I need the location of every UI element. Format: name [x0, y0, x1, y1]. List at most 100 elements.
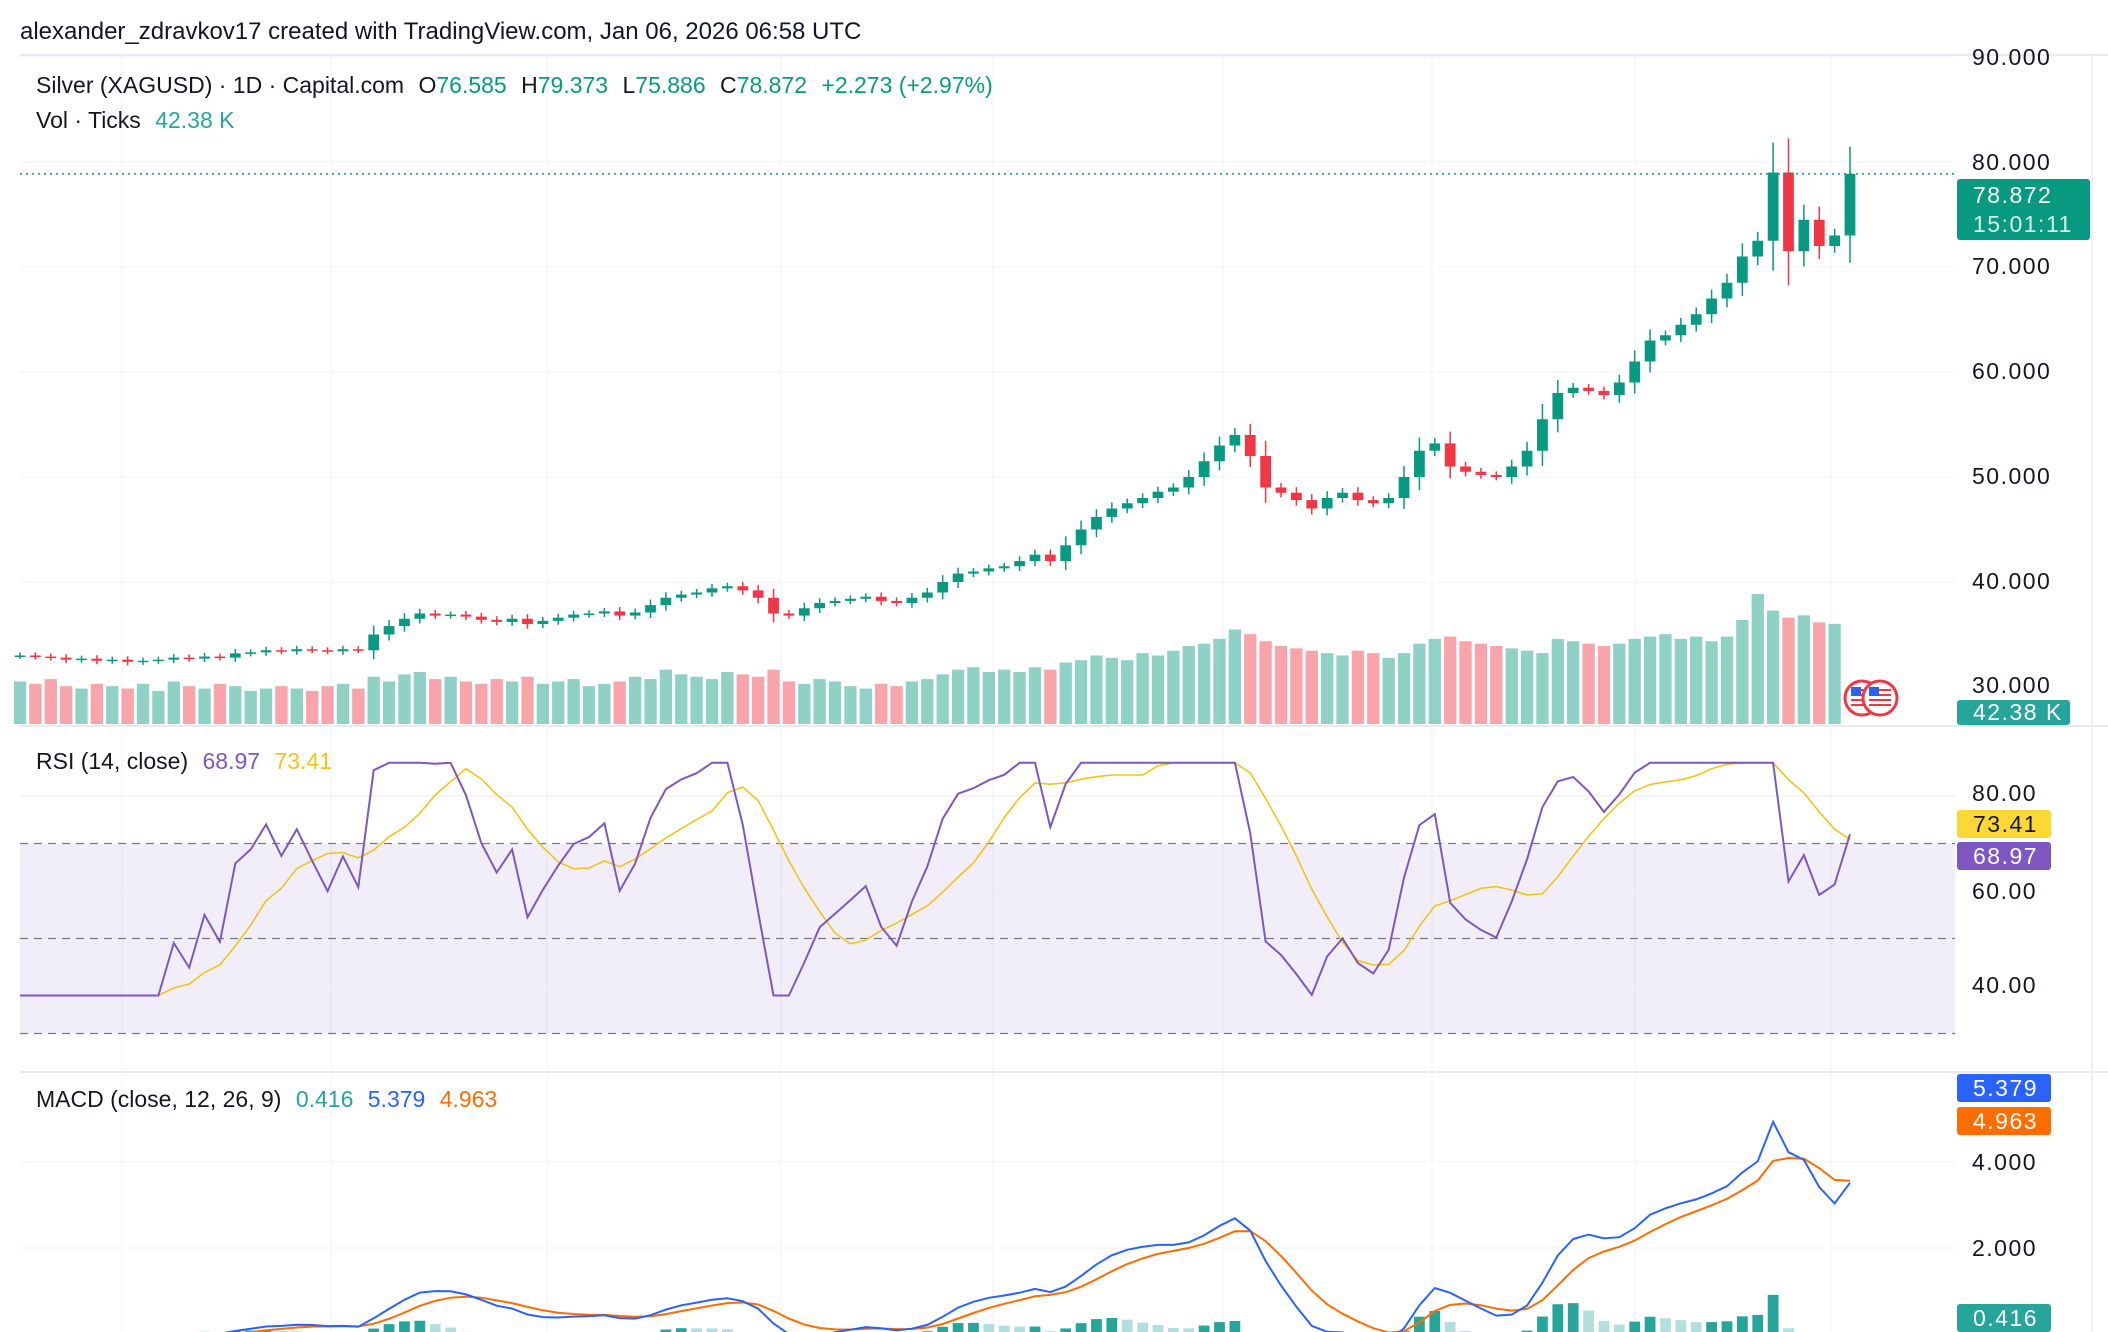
candle-body — [322, 650, 333, 652]
candle-body — [983, 568, 995, 572]
volume-bar — [1459, 641, 1472, 724]
volume-bar — [613, 681, 626, 724]
volume-bar — [1613, 643, 1626, 724]
candle-body — [583, 613, 595, 615]
macd-value: 5.379 — [367, 1086, 426, 1112]
macd-histogram-bar — [1075, 1323, 1087, 1332]
volume-bar — [1582, 643, 1595, 724]
candle-body — [1567, 387, 1579, 393]
candle-body — [937, 582, 949, 593]
volume-bar — [1766, 610, 1780, 724]
candle-body — [1583, 387, 1594, 391]
macd-histogram-bar — [983, 1323, 995, 1332]
candle-body — [1644, 340, 1656, 362]
candle-body — [968, 571, 979, 574]
volume-bar — [536, 683, 550, 724]
volume-bar — [782, 681, 796, 724]
volume-bar — [1720, 636, 1734, 724]
volume-title[interactable]: Vol · Ticks — [36, 107, 141, 133]
volume-bar — [859, 688, 872, 724]
volume-bar — [275, 686, 288, 724]
volume-bar — [352, 688, 365, 724]
candle-body — [891, 600, 902, 603]
signal-value: 4.963 — [439, 1086, 498, 1112]
candle-body — [214, 656, 226, 659]
volume-bar — [1320, 653, 1334, 724]
macd-line — [223, 1119, 1851, 1332]
volume-bar — [752, 676, 765, 724]
candle-body — [29, 655, 41, 657]
candle-body — [137, 660, 149, 663]
macd-histogram-bar — [1721, 1321, 1733, 1332]
volume-bar — [951, 669, 965, 724]
candle-body — [14, 655, 26, 657]
macd-histogram-bar — [1752, 1314, 1764, 1332]
macd-hist-tag: 0.416 — [1957, 1304, 2051, 1332]
rsi-legend: RSI (14, close) 68.97 73.41 — [36, 748, 340, 775]
volume-bar — [44, 679, 57, 724]
volume-bar — [1551, 638, 1564, 724]
volume-bar — [90, 683, 104, 724]
macd-histogram-bar — [706, 1328, 718, 1332]
rsi-value: 68.97 — [202, 748, 261, 774]
macd-histogram-bar — [1198, 1325, 1210, 1332]
candle-body — [537, 620, 549, 624]
volume-bar — [152, 690, 165, 724]
price-axis-label: 50.000 — [1972, 463, 2052, 489]
volume-bar — [183, 686, 196, 724]
macd-histogram-bar — [1706, 1322, 1717, 1332]
symbol-title[interactable]: Silver (XAGUSD) · 1D · Capital.com — [36, 72, 405, 98]
low-value: 75.886 — [635, 72, 706, 98]
macd-title[interactable]: MACD (close, 12, 26, 9) — [36, 1086, 282, 1112]
volume-bar — [598, 683, 611, 724]
candle-body — [1798, 219, 1810, 252]
macd-axis-label: 4.000 — [1972, 1149, 2038, 1175]
macd-histogram-bar — [1183, 1328, 1195, 1332]
symbol-legend: Silver (XAGUSD) · 1D · Capital.com O76.5… — [36, 72, 1001, 99]
macd-histogram-bar — [1644, 1316, 1656, 1332]
macd-histogram-bar — [1167, 1328, 1179, 1332]
candle-body — [1014, 561, 1025, 567]
volume-bar — [967, 667, 980, 724]
candle-body — [291, 649, 303, 652]
volume-bar — [1828, 623, 1841, 724]
candle-body — [952, 573, 964, 582]
macd-histogram-bar — [1537, 1316, 1548, 1332]
volume-bar — [1197, 643, 1211, 724]
rsi-title[interactable]: RSI (14, close) — [36, 748, 189, 774]
volume-bar — [659, 669, 673, 724]
candle-body — [722, 586, 733, 589]
volume-bar — [936, 674, 949, 724]
macd-histogram-bar — [1598, 1320, 1610, 1332]
volume-bar — [1597, 646, 1611, 724]
volume-bar — [136, 683, 150, 724]
candle-body — [153, 659, 164, 662]
candle-body — [1552, 393, 1564, 420]
macd-histogram-bar — [1567, 1303, 1579, 1332]
volume-bar — [106, 686, 119, 724]
macd-histogram-bar — [660, 1329, 672, 1332]
volume-bar — [705, 679, 719, 724]
macd-histogram-bar — [691, 1328, 703, 1332]
macd-histogram-bar — [1429, 1311, 1441, 1332]
signal-tag: 4.963 — [1957, 1107, 2051, 1135]
volume-bar — [552, 681, 565, 724]
macd-histogram-bar — [1613, 1324, 1625, 1332]
volume-bar — [521, 676, 534, 724]
rsi-line — [20, 761, 1851, 997]
candle-body — [352, 649, 364, 651]
candle-body — [1229, 435, 1241, 446]
candle-body — [1444, 443, 1456, 467]
candle-body — [1075, 529, 1087, 546]
volume-bar — [1228, 629, 1242, 724]
volume-bar — [1690, 636, 1703, 724]
volume-bar — [1428, 638, 1441, 724]
volume-bar — [1213, 638, 1226, 724]
volume-bar — [13, 681, 27, 724]
macd-histogram-bar — [1690, 1322, 1702, 1332]
candle-body — [1613, 382, 1625, 396]
candle-body — [76, 658, 87, 661]
candle-body — [1306, 500, 1318, 509]
volume-bar — [921, 679, 934, 724]
